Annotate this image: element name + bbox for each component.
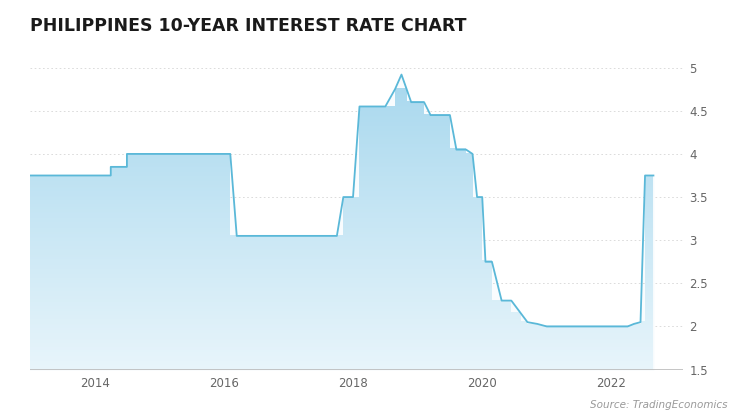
Text: PHILIPPINES 10-YEAR INTEREST RATE CHART: PHILIPPINES 10-YEAR INTEREST RATE CHART [30,17,466,35]
Text: Source: TradingEconomics: Source: TradingEconomics [590,399,728,409]
